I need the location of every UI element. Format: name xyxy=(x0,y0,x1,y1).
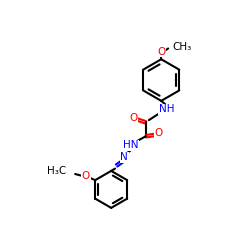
Text: CH₃: CH₃ xyxy=(172,42,191,52)
Text: HN: HN xyxy=(123,140,138,150)
Text: H₃C: H₃C xyxy=(48,166,67,176)
Text: O: O xyxy=(157,46,165,56)
Text: O: O xyxy=(155,128,163,138)
Text: N: N xyxy=(120,152,128,162)
Text: O: O xyxy=(130,113,138,123)
Text: NH: NH xyxy=(159,104,174,114)
Text: O: O xyxy=(82,171,90,181)
